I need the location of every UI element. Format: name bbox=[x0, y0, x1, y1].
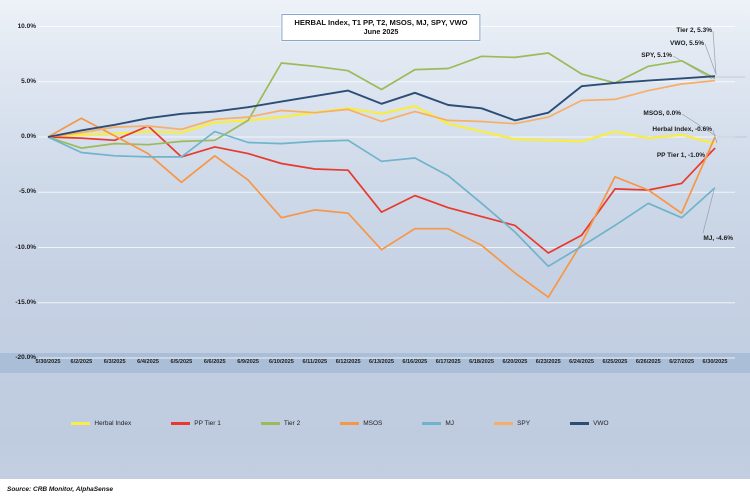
plot-svg bbox=[38, 26, 747, 359]
source-text: Source: CRB Monitor, AlphaSense bbox=[7, 486, 113, 493]
legend-swatch-icon bbox=[71, 422, 91, 425]
x-tick-label: 6/12/2025 bbox=[335, 359, 361, 365]
legend-item-vwo: VWO bbox=[570, 420, 609, 427]
legend-item-pp-tier-1: PP Tier 1 bbox=[171, 420, 221, 427]
chart-legend: Herbal Index PP Tier 1 Tier 2 MSOS MJ SP… bbox=[0, 420, 680, 427]
legend-label: Herbal Index bbox=[94, 420, 132, 427]
x-tick-label: 6/9/2025 bbox=[237, 359, 259, 365]
legend-label: Tier 2 bbox=[283, 420, 301, 427]
x-tick-label: 6/2/2025 bbox=[70, 359, 93, 365]
y-tick-label: -15.0% bbox=[15, 298, 36, 306]
x-tick-label: 6/3/2025 bbox=[103, 359, 126, 365]
legend-label: SPY bbox=[517, 420, 531, 427]
x-tick-label: 6/30/2025 bbox=[702, 359, 728, 365]
x-tick-label: 5/30/2025 bbox=[35, 359, 61, 365]
legend-swatch-icon bbox=[570, 422, 590, 425]
x-tick-label: 6/26/2025 bbox=[635, 359, 661, 365]
chart-title-line2: June 2025 bbox=[363, 27, 399, 36]
series-line-vwo bbox=[47, 75, 716, 138]
x-tick-label: 6/13/2025 bbox=[369, 359, 394, 365]
legend-item-tier-2: Tier 2 bbox=[260, 420, 301, 427]
x-tick-label: 6/6/2025 bbox=[203, 359, 226, 365]
y-tick-label: 10.0% bbox=[17, 22, 36, 30]
annotation-vwo: VWO, 5.5% bbox=[670, 40, 704, 47]
source-strip: Source: CRB Monitor, AlphaSense bbox=[0, 479, 750, 503]
chart-title-box: HERBAL Index, T1 PP, T2, MSOS, MJ, SPY, … bbox=[281, 14, 481, 41]
y-tick-label: -20.0% bbox=[15, 354, 36, 361]
gridlines bbox=[38, 26, 735, 359]
x-tick-label: 6/18/2025 bbox=[469, 359, 494, 365]
annotation-herbal: Herbal Index, -0.6% bbox=[652, 126, 712, 133]
legend-label: MSOS bbox=[363, 420, 383, 427]
legend-item-mj: MJ bbox=[422, 420, 454, 427]
x-tick-label: 6/17/2025 bbox=[435, 359, 461, 365]
legend-swatch-icon bbox=[494, 422, 514, 425]
x-tick-label: 6/25/2025 bbox=[602, 359, 628, 365]
annotation-spy: SPY, 5.1% bbox=[641, 52, 672, 59]
series-line-mj bbox=[47, 130, 716, 268]
legend-swatch-icon bbox=[422, 422, 442, 425]
annotation-tier2: Tier 2, 5.3% bbox=[676, 27, 712, 34]
x-tick-label: 6/5/2025 bbox=[170, 359, 193, 365]
legend-item-spy: SPY bbox=[494, 420, 530, 427]
annotation-msos: MSOS, 0.0% bbox=[643, 110, 681, 117]
y-tick-label: 5.0% bbox=[21, 77, 36, 85]
series-line-spy bbox=[47, 79, 716, 138]
legend-label: VWO bbox=[593, 420, 609, 427]
legend-label: PP Tier 1 bbox=[194, 420, 221, 427]
x-tick-label: 6/16/2025 bbox=[402, 359, 428, 365]
legend-swatch-icon bbox=[340, 422, 360, 425]
legend-label: MJ bbox=[445, 420, 455, 427]
x-tick-label: 6/11/2025 bbox=[302, 359, 328, 365]
y-tick-label: -5.0% bbox=[19, 188, 36, 196]
annotation-pptier1: PP Tier 1, -1.0% bbox=[656, 152, 705, 159]
series-line-msos bbox=[47, 117, 716, 299]
x-tick-label: 6/20/2025 bbox=[502, 359, 528, 365]
x-tick-label: 6/4/2025 bbox=[137, 359, 159, 365]
legend-item-msos: MSOS bbox=[340, 420, 382, 427]
series-line-herbal-index bbox=[47, 104, 716, 145]
y-tick-label: -10.0% bbox=[15, 243, 36, 251]
legend-swatch-icon bbox=[260, 422, 280, 425]
y-tick-label: 0.0% bbox=[21, 133, 36, 140]
series-line-pp-tier-1 bbox=[47, 125, 716, 254]
x-tick-label: 6/23/2025 bbox=[535, 359, 561, 365]
legend-item-herbal-index: Herbal Index bbox=[71, 420, 131, 427]
chart-title-line1: HERBAL Index, T1 PP, T2, MSOS, MJ, SPY, … bbox=[294, 18, 468, 27]
legend-swatch-icon bbox=[171, 422, 191, 425]
annotation-mj: MJ, -4.6% bbox=[703, 235, 733, 242]
x-tick-label: 6/10/2025 bbox=[268, 359, 294, 365]
x-tick-label: 6/24/2025 bbox=[569, 359, 595, 365]
x-tick-label: 6/27/2025 bbox=[669, 359, 695, 365]
line-chart: HERBAL Index, T1 PP, T2, MSOS, MJ, SPY, … bbox=[0, 0, 750, 479]
series-line-tier-2 bbox=[47, 52, 716, 149]
